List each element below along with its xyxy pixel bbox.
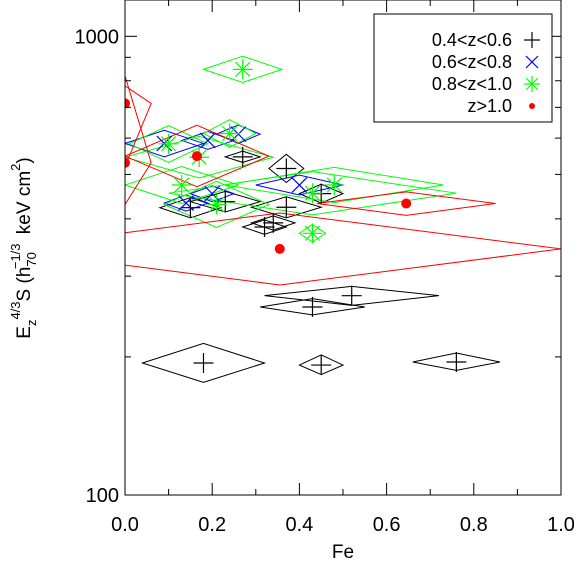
- error-diamond: [125, 212, 561, 286]
- data-point: [232, 146, 253, 167]
- axis-ticks: 0.0 0.2 0.4 0.6 0.8 1.0 100 1000: [75, 0, 575, 536]
- data-point: [193, 352, 214, 373]
- error-diamond: [180, 131, 236, 150]
- error-diamond: [316, 191, 496, 216]
- legend-marker: [524, 32, 540, 48]
- data-point: [199, 132, 216, 149]
- legend-label: z>1.0: [467, 96, 512, 116]
- error-diamond: [298, 183, 345, 204]
- data-point: [230, 126, 247, 143]
- data-point: [446, 351, 467, 372]
- legend-marker: [524, 76, 540, 92]
- error-diamond: [260, 298, 365, 316]
- error-diamond: [249, 196, 323, 219]
- error-diamond: [241, 219, 288, 235]
- legend: 0.4<z<0.60.6<z<0.80.8<z<1.0z>1.0: [373, 13, 553, 123]
- x-tick-label: 0.8: [460, 514, 488, 536]
- data-point: [204, 185, 221, 202]
- x-tick-label: 0.4: [285, 514, 313, 536]
- error-diamond: [201, 55, 284, 84]
- error-diamond: [158, 197, 223, 219]
- data-point: [191, 151, 202, 162]
- data-point: [178, 195, 194, 211]
- data-markers: [125, 59, 467, 376]
- data-point: [401, 198, 412, 209]
- legend-marker: [529, 103, 535, 109]
- error-diamond: [298, 354, 345, 376]
- error-diamond: [264, 285, 439, 306]
- data-point: [291, 177, 308, 193]
- data-point: [274, 243, 285, 254]
- x-tick-label: 1.0: [547, 514, 575, 536]
- x-tick-label: 0.6: [373, 514, 401, 536]
- data-point: [341, 285, 362, 306]
- data-point: [232, 59, 253, 80]
- data-point: [125, 98, 130, 109]
- error-diamond: [125, 129, 206, 158]
- data-point: [171, 175, 192, 196]
- error-diamond: [140, 342, 267, 383]
- error-boxes: [125, 55, 561, 383]
- data-point: [311, 355, 332, 376]
- data-point: [206, 194, 227, 215]
- data-point: [276, 197, 297, 218]
- x-tick-label: 0.2: [198, 514, 226, 536]
- error-diamond: [163, 180, 271, 229]
- y-axis-title: Ez4/3S (h70−1/3 keV cm2): [8, 157, 39, 338]
- x-axis-title: Fe: [332, 542, 354, 563]
- data-point: [219, 123, 240, 144]
- y-tick-label: 100: [86, 485, 119, 507]
- legend-label: 0.6<z<0.8: [432, 52, 512, 72]
- data-point: [302, 296, 323, 317]
- error-diamond: [125, 74, 152, 206]
- data-point: [324, 175, 345, 196]
- error-diamond: [225, 166, 444, 204]
- legend-marker: [525, 55, 539, 69]
- error-diamond: [128, 124, 210, 163]
- x-tick-label: 0.0: [111, 514, 139, 536]
- error-diamond: [412, 352, 501, 371]
- legend-label: 0.4<z<0.6: [432, 30, 512, 50]
- data-point: [302, 183, 323, 204]
- data-point: [276, 158, 297, 179]
- error-diamond: [298, 223, 327, 243]
- error-diamond: [223, 150, 262, 163]
- data-point: [302, 223, 323, 244]
- data-point: [263, 212, 284, 233]
- data-point: [125, 157, 130, 168]
- legend-label: 0.8<z<1.0: [432, 74, 512, 94]
- y-tick-label: 1000: [75, 26, 120, 48]
- svg-text:Ez4/3S (h70−1/3 keV cm2): Ez4/3S (h70−1/3 keV cm2): [8, 157, 39, 338]
- data-point: [254, 216, 275, 237]
- error-diamond: [249, 215, 297, 231]
- data-point: [158, 133, 179, 154]
- error-diamond: [268, 153, 305, 184]
- error-diamond: [125, 124, 271, 188]
- error-diamond: [125, 85, 152, 168]
- legend-box: [373, 13, 553, 123]
